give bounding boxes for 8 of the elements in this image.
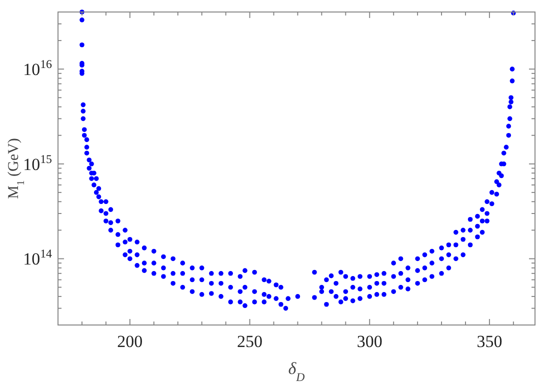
x-tick-label: 300 [356, 332, 382, 351]
x-tick-label: 200 [117, 332, 143, 351]
y-tick-label: 10$^{15}$ [23, 152, 52, 174]
y-tick-label: 10$^{14}$ [23, 246, 52, 269]
x-axis-title: δ$_{D}$ [288, 359, 306, 382]
x-tick-label: 250 [237, 332, 263, 351]
y-tick-label: 10$^{16}$ [23, 57, 52, 80]
x-tick-label: 350 [476, 332, 502, 351]
